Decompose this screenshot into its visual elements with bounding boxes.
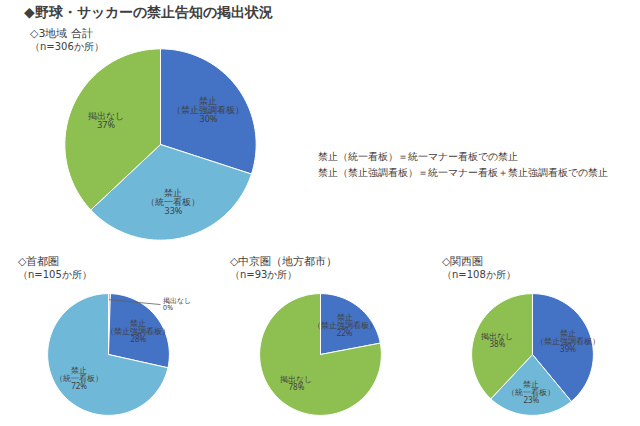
- html-text:禁止（禁止強調看板）＝統一マナー看板＋禁止強調看板での禁止: 禁止（禁止強調看板）＝統一マナー看板＋禁止強調看板での禁止: [318, 167, 608, 178]
- svg-text:禁止（統一看板）23%: 禁止（統一看板）23%: [507, 378, 555, 405]
- svg-text:掲出なし38%: 掲出なし38%: [481, 330, 513, 349]
- html-text:◆野球・サッカーの禁止告知の掲出状況: ◆野球・サッカーの禁止告知の掲出状況: [24, 4, 273, 20]
- svg-text:禁止（統一看板）72%: 禁止（統一看板）72%: [55, 364, 103, 391]
- html-text:◇3地域 合計: ◇3地域 合計: [30, 27, 93, 40]
- svg-text:掲出なし0%: 掲出なし0%: [163, 296, 191, 312]
- svg-text:禁止（統一看板）33%: 禁止（統一看板）33%: [146, 186, 200, 217]
- html-text:禁止（統一看板）＝統一マナー看板での禁止: 禁止（統一看板）＝統一マナー看板での禁止: [318, 151, 518, 162]
- html-text:（n=306か所）: （n=306か所）: [30, 41, 104, 52]
- svg-text:禁止（禁止強調看板）39%: 禁止（禁止強調看板）39%: [536, 327, 600, 354]
- html-text:（n=108か所）: （n=108か所）: [442, 269, 516, 280]
- svg-text:禁止（禁止強調看板）30%: 禁止（禁止強調看板）30%: [172, 94, 244, 125]
- svg-text:禁止（禁止強調看板）22%: 禁止（禁止強調看板）22%: [313, 311, 377, 338]
- html-text:◇中京圏（地方都市）: ◇中京圏（地方都市）: [230, 255, 338, 268]
- html-text:◇首都圏: ◇首都圏: [18, 255, 60, 268]
- svg-text:禁止（禁止強調看板）28%: 禁止（禁止強調看板）28%: [106, 317, 170, 344]
- svg-text:掲出なし78%: 掲出なし78%: [280, 373, 312, 392]
- svg-text:掲出なし37%: 掲出なし37%: [88, 109, 124, 131]
- html-text:（n=105か所）: （n=105か所）: [18, 269, 92, 280]
- html-text:◇関西圏: ◇関西圏: [442, 255, 484, 268]
- html-text:（n=93か所）: （n=93か所）: [230, 269, 298, 280]
